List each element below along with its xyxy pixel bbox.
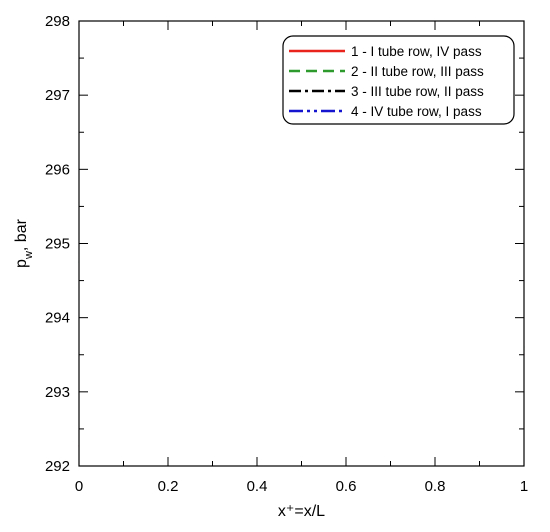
y-tick-label: 296 (45, 161, 70, 178)
x-tick-label: 1 (520, 478, 528, 495)
legend-label-1: 1 - I tube row, IV pass (351, 44, 482, 59)
y-tick-label: 294 (45, 310, 70, 327)
x-tick-label: 0 (75, 478, 83, 495)
x-tick-label: 0.2 (158, 478, 179, 495)
y-tick-label: 292 (45, 458, 70, 475)
x-axis-title: x⁺=x/L (278, 503, 325, 520)
legend-label-4: 4 - IV tube row, I pass (351, 104, 482, 119)
x-tick-label: 0.6 (336, 478, 357, 495)
legend-label-3: 3 - III tube row, II pass (351, 84, 484, 99)
legend-label-2: 2 - II tube row, III pass (351, 64, 484, 79)
y-tick-label: 293 (45, 384, 70, 401)
legend-box (282, 35, 515, 125)
x-tick-label: 0.8 (425, 478, 446, 495)
y-tick-label: 298 (45, 13, 70, 30)
y-tick-label: 295 (45, 236, 70, 253)
y-tick-label: 297 (45, 87, 70, 104)
y-axis-title: pw, bar (13, 218, 35, 268)
x-tick-label: 0.4 (247, 478, 268, 495)
legend: 1 - I tube row, IV pass 2 - II tube row, … (282, 35, 515, 125)
